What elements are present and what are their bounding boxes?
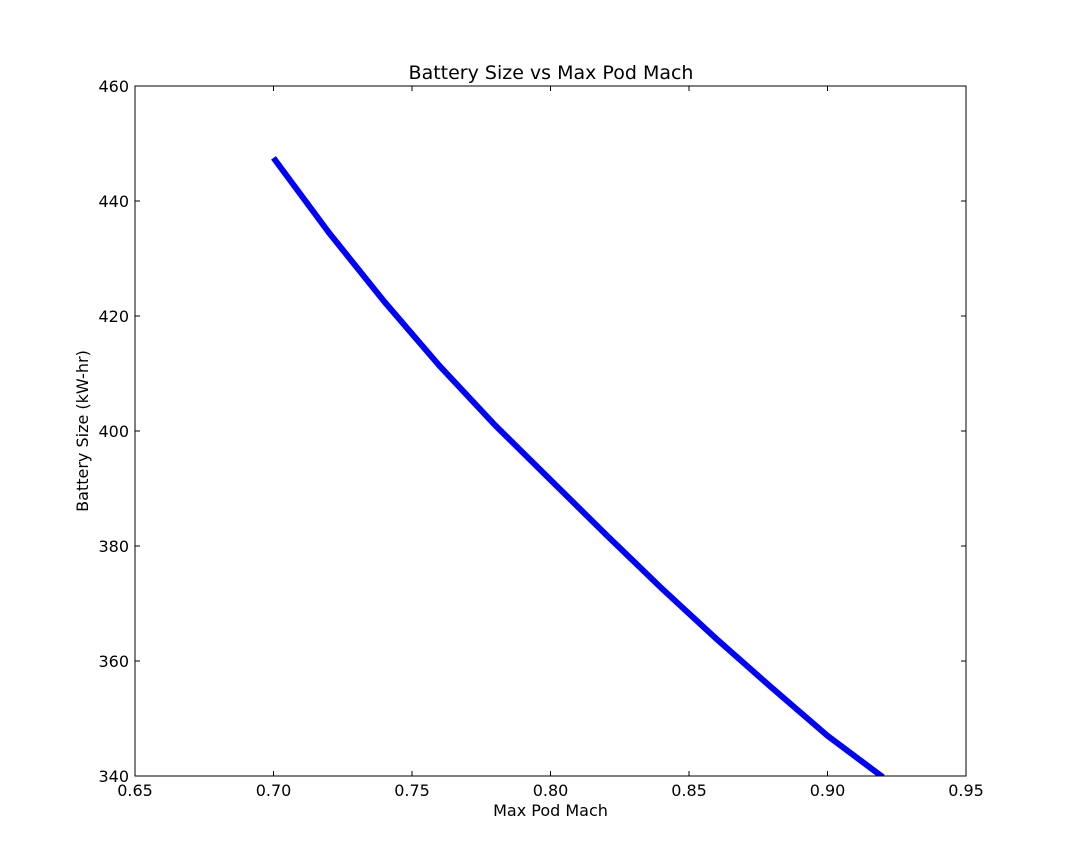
x-axis: 0.65 0.70 0.75 0.80 0.85 0.90 0.95 (117, 86, 984, 800)
y-tick-label: 440 (98, 192, 129, 211)
chart-title: Battery Size vs Max Pod Mach (409, 62, 694, 84)
x-tick-label: 0.75 (394, 781, 430, 800)
x-tick-label: 0.85 (671, 781, 707, 800)
x-tick-label: 0.70 (256, 781, 292, 800)
x-tick-label: 0.65 (117, 781, 153, 800)
x-tick-label: 0.90 (810, 781, 846, 800)
x-axis-label: Max Pod Mach (493, 801, 608, 820)
y-tick-label: 420 (98, 307, 129, 326)
x-tick-label: 0.95 (948, 781, 984, 800)
y-axis: 340 360 380 400 420 440 460 (98, 77, 966, 786)
y-axis-label: Battery Size (kW-hr) (73, 350, 92, 512)
y-tick-label: 400 (98, 422, 129, 441)
series-line (271, 156, 885, 776)
x-tick-label: 0.80 (533, 781, 569, 800)
plot-area (271, 156, 885, 776)
y-tick-label: 380 (98, 537, 129, 556)
y-tick-label: 460 (98, 77, 129, 96)
y-tick-label: 340 (98, 767, 129, 786)
y-tick-label: 360 (98, 652, 129, 671)
